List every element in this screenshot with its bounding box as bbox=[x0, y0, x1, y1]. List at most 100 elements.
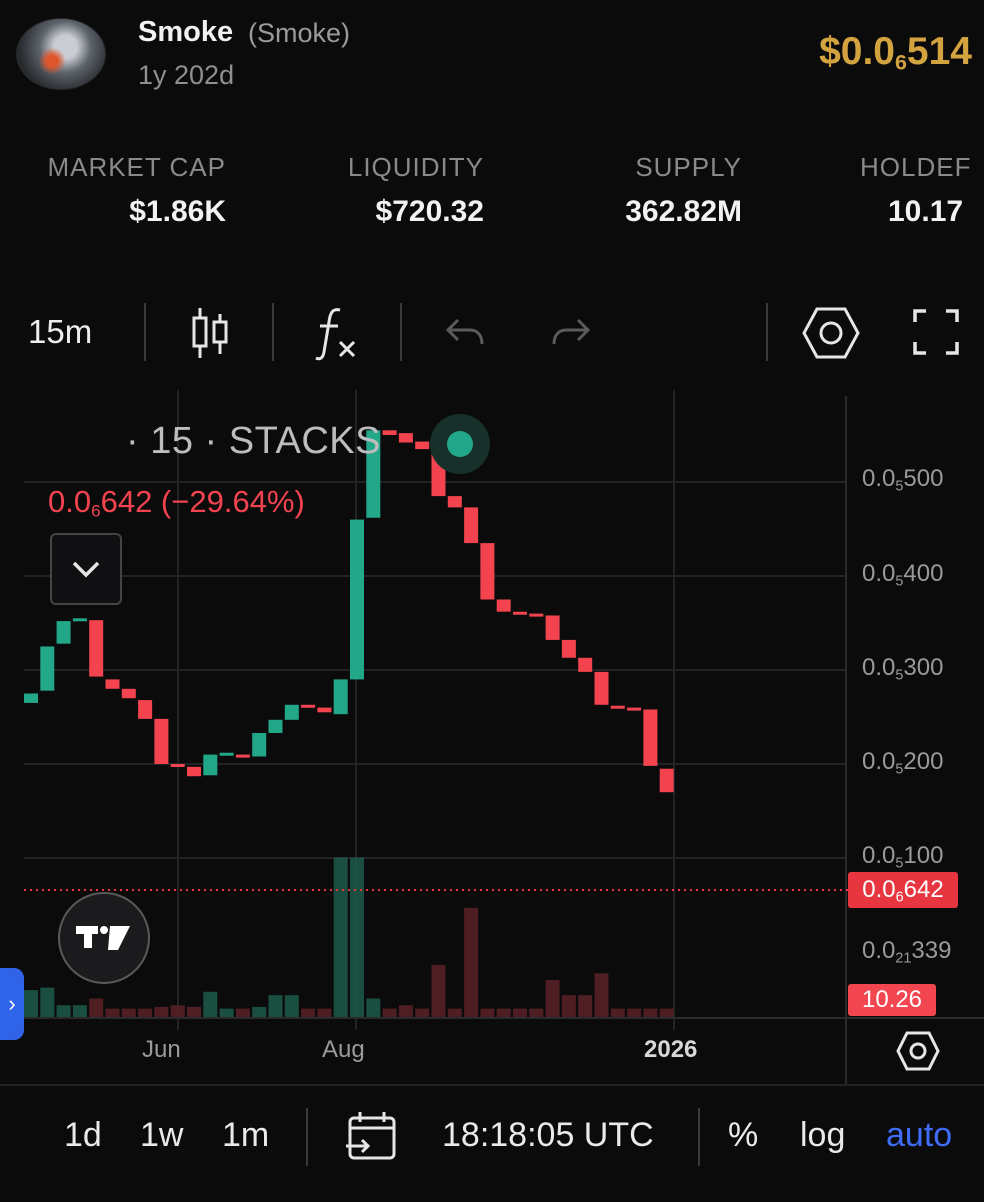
volume-bar bbox=[333, 857, 348, 1017]
volume-tag: 10.26 bbox=[848, 984, 936, 1016]
divider bbox=[766, 303, 768, 361]
volume-bar bbox=[382, 1008, 397, 1017]
candle-up bbox=[252, 732, 267, 757]
chevron-right-icon: › bbox=[8, 991, 16, 1016]
divider bbox=[306, 1108, 308, 1166]
collapse-legend-button[interactable] bbox=[50, 533, 122, 605]
candle-up bbox=[56, 621, 71, 644]
volume-bar bbox=[40, 987, 55, 1017]
volume-bar bbox=[24, 990, 38, 1017]
volume-bar bbox=[284, 995, 299, 1017]
volume-bar bbox=[252, 1006, 267, 1017]
volume-bar bbox=[480, 1008, 495, 1017]
candle-down bbox=[382, 430, 397, 435]
token-name: Smoke bbox=[138, 16, 234, 48]
x-axis-label: Jun bbox=[142, 1036, 181, 1063]
volume-bar bbox=[627, 1008, 642, 1017]
date-range-icon[interactable] bbox=[344, 1110, 398, 1167]
candle-down bbox=[317, 707, 332, 713]
candle-down bbox=[659, 768, 674, 793]
volume-bar bbox=[366, 998, 381, 1017]
volume-bar bbox=[431, 964, 446, 1017]
volume-bar bbox=[268, 995, 283, 1017]
axis-settings-icon[interactable] bbox=[896, 1030, 940, 1077]
candle-down bbox=[643, 709, 658, 766]
series-title: · 15 · STACKS bbox=[126, 420, 381, 462]
candle-up bbox=[366, 430, 381, 518]
candles-icon[interactable] bbox=[188, 306, 232, 365]
candle-down bbox=[496, 599, 511, 612]
clock-time[interactable]: 18:18:05 UTC bbox=[442, 1116, 654, 1154]
range-1m-button[interactable]: 1m bbox=[222, 1116, 270, 1154]
volume-bar bbox=[513, 1008, 527, 1017]
range-1w-button[interactable]: 1w bbox=[140, 1116, 184, 1154]
volume-bar bbox=[121, 1008, 136, 1017]
token-age: 1y 202d bbox=[138, 60, 235, 90]
token-avatar bbox=[16, 18, 106, 90]
candle-down bbox=[464, 507, 479, 544]
candle-up bbox=[219, 752, 234, 756]
volume-bar bbox=[643, 1008, 658, 1017]
volume-bar bbox=[154, 1006, 169, 1017]
stat-value: 362.82M bbox=[625, 195, 742, 228]
stat-label: LIQUIDITY bbox=[347, 152, 484, 182]
fullscreen-icon[interactable] bbox=[912, 308, 960, 361]
candle-down bbox=[105, 679, 120, 689]
candle-down bbox=[121, 688, 136, 699]
candle-down bbox=[529, 613, 544, 617]
volume-bar bbox=[578, 995, 593, 1017]
price-chart[interactable] bbox=[0, 390, 984, 1084]
fx-icon[interactable] bbox=[314, 304, 362, 367]
divider bbox=[272, 303, 274, 361]
volume-bar bbox=[415, 1008, 430, 1017]
candle-down bbox=[235, 754, 250, 758]
volume-bar bbox=[398, 1005, 413, 1017]
candle-up bbox=[350, 519, 364, 680]
candle-down bbox=[415, 441, 430, 450]
stat-supply: SUPPLY 362.82M bbox=[625, 152, 742, 229]
x-axis-label: 2026 bbox=[644, 1036, 698, 1063]
percent-scale-button[interactable]: % bbox=[728, 1116, 759, 1154]
candles bbox=[24, 430, 674, 793]
candle-down bbox=[545, 615, 560, 640]
candle-down bbox=[610, 705, 625, 709]
stat-value: $1.86K bbox=[129, 195, 226, 228]
volume-bar bbox=[659, 1008, 674, 1017]
settings-hexagon-icon[interactable] bbox=[802, 306, 860, 365]
expand-panel-tab[interactable]: › bbox=[0, 968, 24, 1040]
stat-label: HOLDEF bbox=[860, 152, 972, 182]
token-price: $0.06514 bbox=[819, 30, 972, 75]
volume-bar bbox=[350, 857, 364, 1017]
candle-up bbox=[268, 719, 283, 733]
candle-down bbox=[578, 657, 593, 672]
candle-up bbox=[40, 646, 55, 691]
divider bbox=[144, 303, 146, 361]
candle-down bbox=[301, 704, 316, 708]
tradingview-logo-icon[interactable] bbox=[58, 892, 150, 984]
candle-up bbox=[24, 693, 38, 703]
candle-down bbox=[561, 639, 576, 658]
redo-icon[interactable] bbox=[550, 316, 592, 353]
candle-up bbox=[72, 618, 87, 622]
stat-value: $720.32 bbox=[375, 195, 484, 228]
volume-bar bbox=[56, 1005, 71, 1017]
log-scale-button[interactable]: log bbox=[800, 1116, 846, 1154]
undo-icon[interactable] bbox=[444, 316, 486, 353]
y-axis-label: 0.05500 bbox=[862, 465, 944, 495]
auto-scale-button[interactable]: auto bbox=[886, 1116, 953, 1154]
price-change-label: 0.06642 (−29.64%) bbox=[48, 484, 305, 521]
candle-down bbox=[627, 707, 642, 711]
candle-down bbox=[513, 611, 527, 615]
candle-down bbox=[89, 620, 104, 677]
y-axis-label: 0.05400 bbox=[862, 560, 944, 590]
volume-bars bbox=[24, 857, 674, 1017]
range-1d-button[interactable]: 1d bbox=[64, 1116, 102, 1154]
volume-bar bbox=[561, 995, 576, 1017]
volume-bar bbox=[235, 1008, 250, 1017]
y-axis-label: 0.05100 bbox=[862, 842, 944, 872]
candle-up bbox=[284, 704, 299, 720]
candle-down bbox=[594, 671, 609, 705]
token-symbol: (Smoke) bbox=[248, 18, 351, 48]
divider bbox=[400, 303, 402, 361]
timeframe-button[interactable]: 15m bbox=[28, 313, 93, 350]
